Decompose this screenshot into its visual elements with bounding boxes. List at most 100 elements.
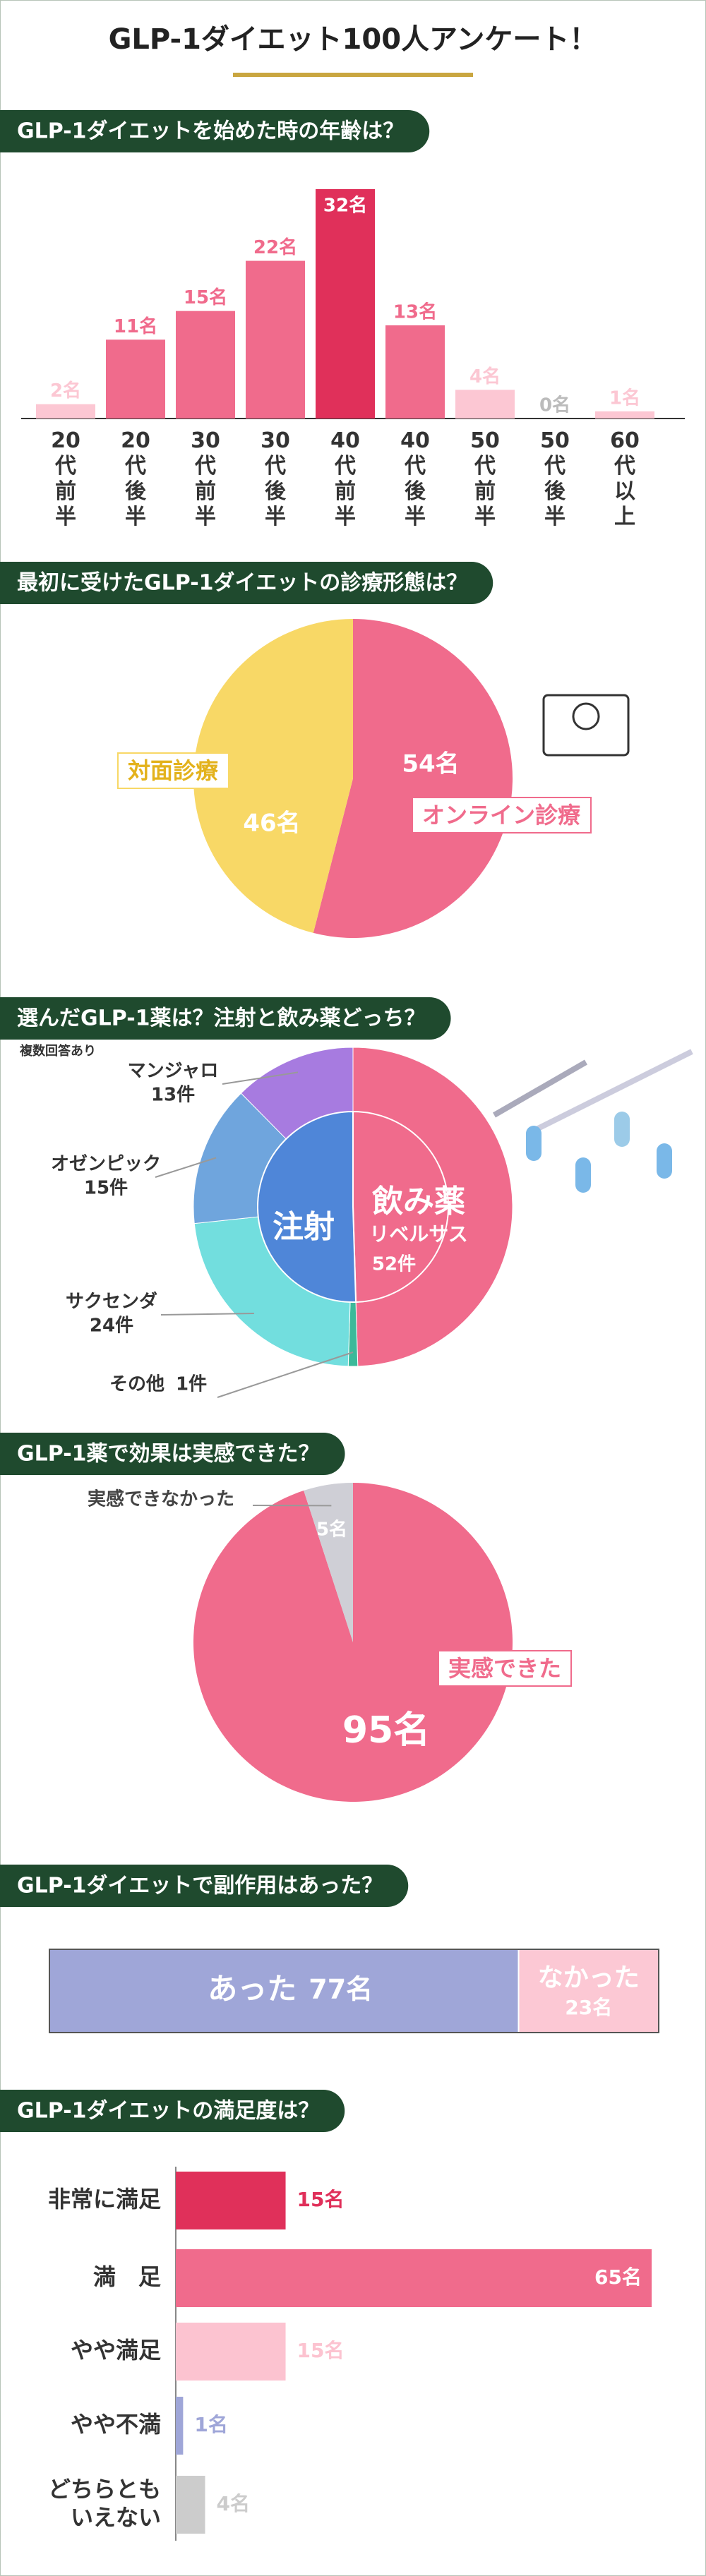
value-label: 15名 xyxy=(297,2188,345,2211)
value-label: 15名 xyxy=(297,2339,345,2362)
x-tick-label: 30 代前半 xyxy=(191,428,220,529)
value-label: 1件 xyxy=(176,1374,207,1395)
capsule xyxy=(614,1112,630,1147)
category-label: リベルサス xyxy=(369,1222,467,1246)
x-tick-label: 40 代前半 xyxy=(330,428,360,529)
pie-slice xyxy=(193,619,353,933)
section-header: 選んだGLP-1薬は？注射と飲み薬どっち？ xyxy=(17,1006,426,1031)
value-label: 4名 xyxy=(216,2492,249,2515)
value-label: 77名 xyxy=(309,1974,373,2005)
y-tick-label: やや不満 xyxy=(71,2411,161,2438)
x-tick-label: 30 代後半 xyxy=(261,428,290,529)
category-label: 対面診療 xyxy=(128,757,219,784)
bar xyxy=(176,2172,286,2229)
pie-slice xyxy=(313,619,513,938)
page-title: GLP-1ダイエット100人アンケート！ xyxy=(109,23,598,56)
inner-group-slice xyxy=(352,1110,449,1303)
inner-group-slice xyxy=(257,1110,357,1303)
group-label: 飲み薬 xyxy=(372,1184,465,1220)
section-header-bg xyxy=(0,2090,345,2132)
section-header: GLP-1薬で効果は実感できた？ xyxy=(17,1442,320,1467)
label-box xyxy=(437,1650,573,1687)
x-tick-label: 20 代後半 xyxy=(121,428,150,529)
section-header-bg xyxy=(0,110,430,152)
value-label: 13件 xyxy=(151,1085,195,1106)
value-label: 2名 xyxy=(50,380,81,402)
bar xyxy=(246,260,305,419)
bar xyxy=(176,2397,184,2455)
value-label: 24件 xyxy=(90,1316,133,1337)
value-label: 1名 xyxy=(194,2413,227,2436)
x-tick-label: 50 代前半 xyxy=(470,428,500,529)
value-label: 46名 xyxy=(243,809,300,838)
capsule xyxy=(526,1126,542,1161)
category-label: サクセンダ xyxy=(66,1291,157,1313)
section-header: GLP-1ダイエットで副作用はあった？ xyxy=(17,1874,383,1898)
pie-slice xyxy=(304,1483,353,1642)
title-underline xyxy=(233,73,473,77)
value-label: 54名 xyxy=(402,750,459,778)
category-label: オンライン診療 xyxy=(422,802,581,829)
bar xyxy=(455,390,515,419)
y-tick-label: やや満足 xyxy=(71,2337,161,2364)
section-header-bg xyxy=(0,1865,409,1907)
section-header-bg xyxy=(0,1433,345,1475)
decoration-pills xyxy=(493,1049,693,1193)
leader-line xyxy=(155,1157,217,1178)
decoration-monitor xyxy=(542,694,630,757)
syringe xyxy=(535,1049,693,1132)
category-label: あった xyxy=(208,1972,297,2006)
capsule xyxy=(575,1157,591,1193)
value-label: 11名 xyxy=(114,315,157,337)
value-label: 32名 xyxy=(323,195,367,217)
bar-frame xyxy=(49,1949,659,2033)
bar xyxy=(176,2249,652,2307)
value-label: 65名 xyxy=(594,2265,642,2289)
category-label: その他 xyxy=(109,1374,164,1395)
category-label: なかった xyxy=(538,1963,640,1992)
bar xyxy=(176,2476,205,2534)
value-label: 15名 xyxy=(184,287,227,308)
category-label: マンジャロ xyxy=(128,1061,219,1082)
category-label: オゼンピック xyxy=(51,1154,161,1175)
label-box xyxy=(411,797,592,833)
value-label: 52件 xyxy=(372,1254,416,1275)
value-label: 4名 xyxy=(469,366,501,387)
y-tick-label: 満 足 xyxy=(93,2263,161,2290)
bar xyxy=(176,2323,286,2381)
value-label: 23名 xyxy=(565,1996,612,2019)
note: 複数回答あり xyxy=(19,1043,96,1059)
y-tick-label: どちらともいえない xyxy=(48,2476,161,2531)
bar xyxy=(176,311,235,419)
x-tick-label: 40 代後半 xyxy=(400,428,430,529)
category-label: 実感できなかった xyxy=(88,1488,234,1510)
value-label: 15件 xyxy=(84,1178,128,1199)
label-box xyxy=(116,752,229,789)
bar xyxy=(385,325,445,419)
section-header: 最初に受けたGLP-1ダイエットの診療形態は？ xyxy=(17,571,467,596)
section-header-bg xyxy=(0,562,493,604)
bar xyxy=(595,411,654,419)
value-label: 0名 xyxy=(539,395,570,416)
bar xyxy=(36,404,95,419)
section-header: GLP-1ダイエットを始めた時の年齢は？ xyxy=(17,119,404,144)
capsule xyxy=(657,1143,672,1179)
x-tick-label: 50 代後半 xyxy=(540,428,570,529)
value-label: 95名 xyxy=(342,1709,430,1752)
y-tick-label: 非常に満足 xyxy=(48,2186,161,2213)
x-tick-label: 60 代以上 xyxy=(610,428,640,529)
value-label: 13名 xyxy=(393,301,437,323)
bar xyxy=(316,189,375,419)
category-label: 実感できた xyxy=(448,1655,561,1682)
section-header-bg xyxy=(0,997,451,1040)
doctor-head xyxy=(572,702,600,730)
value-label: 5名 xyxy=(316,1519,347,1541)
group-label: 注射 xyxy=(273,1209,335,1245)
section-header: GLP-1ダイエットの満足度は？ xyxy=(17,2099,319,2124)
value-label: 22名 xyxy=(253,236,297,258)
leader-line xyxy=(160,1313,254,1316)
leader-line xyxy=(217,1352,354,1398)
x-tick-label: 20 代前半 xyxy=(51,428,80,529)
